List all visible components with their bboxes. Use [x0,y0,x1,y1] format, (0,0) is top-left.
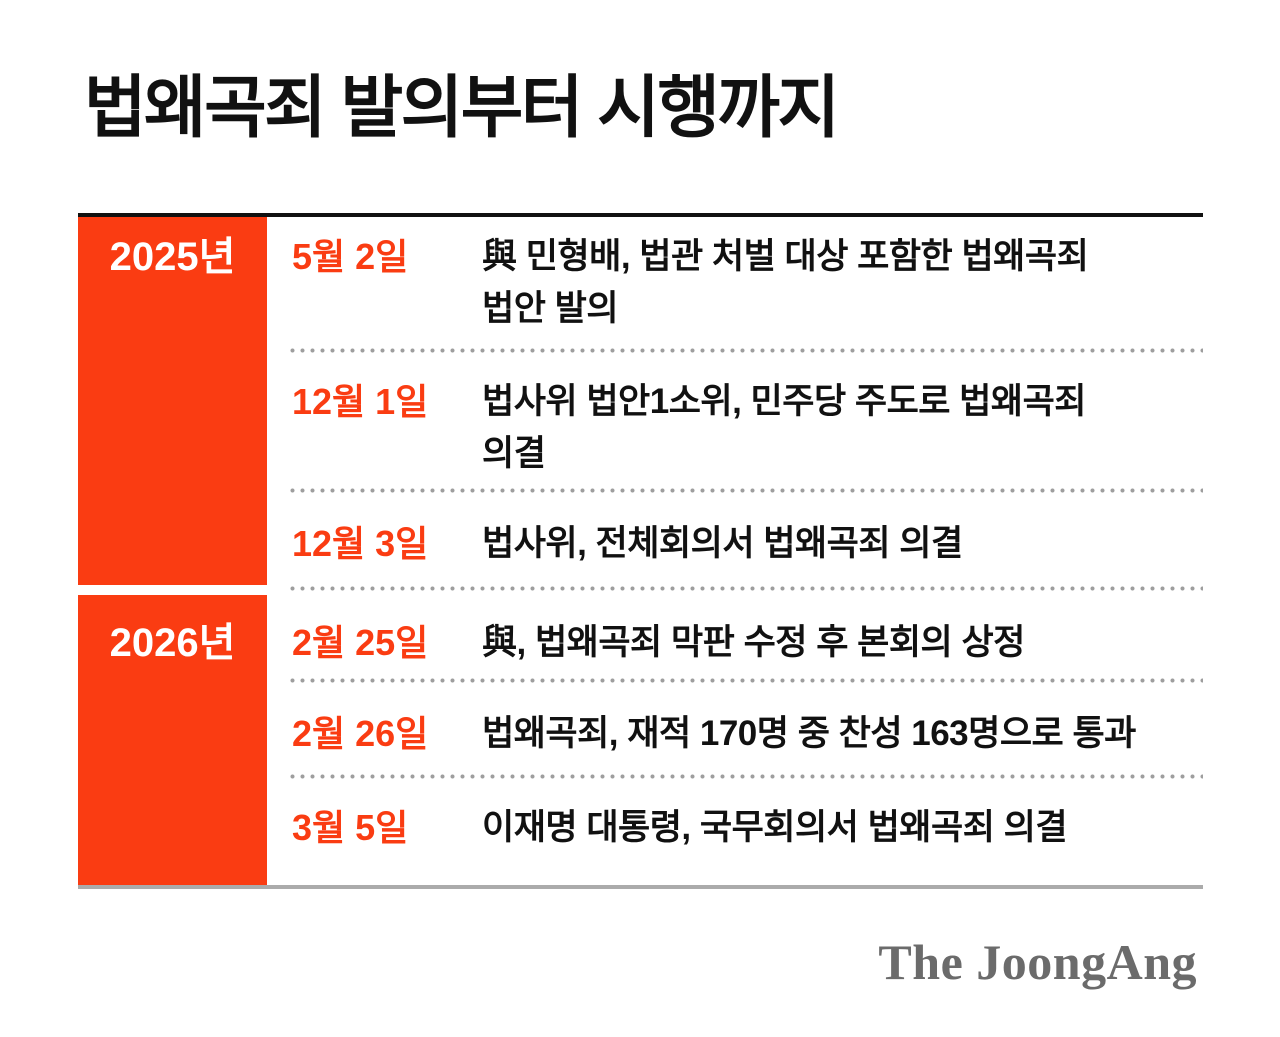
event-description: 법왜곡죄, 재적 170명 중 찬성 163명으로 통과 [482,714,1136,753]
timeline-board: 2025년 2026년 5월 2일 與 민형배, 법관 처벌 대상 포함한 법왜… [78,213,1203,889]
event-date: 12월 3일 [292,523,429,564]
timeline-event-row: 12월 3일 법사위, 전체회의서 법왜곡죄 의결 [292,492,1203,585]
joongang-logo: The JoongAng [878,934,1197,990]
year-block-2026: 2026년 [78,595,267,885]
page-title: 법왜곡죄 발의부터 시행까지 [84,70,840,146]
event-date: 5월 2일 [292,236,409,277]
dotted-divider [290,774,1203,779]
event-date: 2월 26일 [292,713,429,754]
timeline-event-row: 2월 26일 법왜곡죄, 재적 170명 중 찬성 163명으로 통과 [292,682,1203,778]
timeline-event-row: 3월 5일 이재명 대통령, 국무회의서 법왜곡죄 의결 [292,778,1203,885]
event-description: 與 민형배, 법관 처벌 대상 포함한 법왜곡죄 법안 발의 [482,237,1089,328]
timeline-event-row: 12월 1일 법사위 법안1소위, 민주당 주도로 법왜곡죄 의결 [292,352,1203,492]
dotted-divider [290,348,1203,353]
event-date: 12월 1일 [292,381,429,422]
timeline-event-row: 2월 25일 與, 법왜곡죄 막판 수정 후 본회의 상정 [292,595,1203,682]
year-block-2025: 2025년 [78,217,267,585]
dotted-divider [290,678,1203,683]
year-label-2025: 2025년 [109,235,236,279]
timeline-event-row: 5월 2일 與 민형배, 법관 처벌 대상 포함한 법왜곡죄 법안 발의 [292,217,1203,352]
event-description: 이재명 대통령, 국무회의서 법왜곡죄 의결 [482,808,1068,847]
event-description: 법사위, 전체회의서 법왜곡죄 의결 [482,524,963,563]
event-description: 법사위 법안1소위, 민주당 주도로 법왜곡죄 의결 [482,382,1087,473]
event-date: 3월 5일 [292,807,409,848]
dotted-divider [290,586,1203,591]
year-label-2026: 2026년 [109,621,236,665]
event-date: 2월 25일 [292,622,429,663]
dotted-divider [290,488,1203,493]
event-description: 與, 법왜곡죄 막판 수정 후 본회의 상정 [482,623,1025,662]
